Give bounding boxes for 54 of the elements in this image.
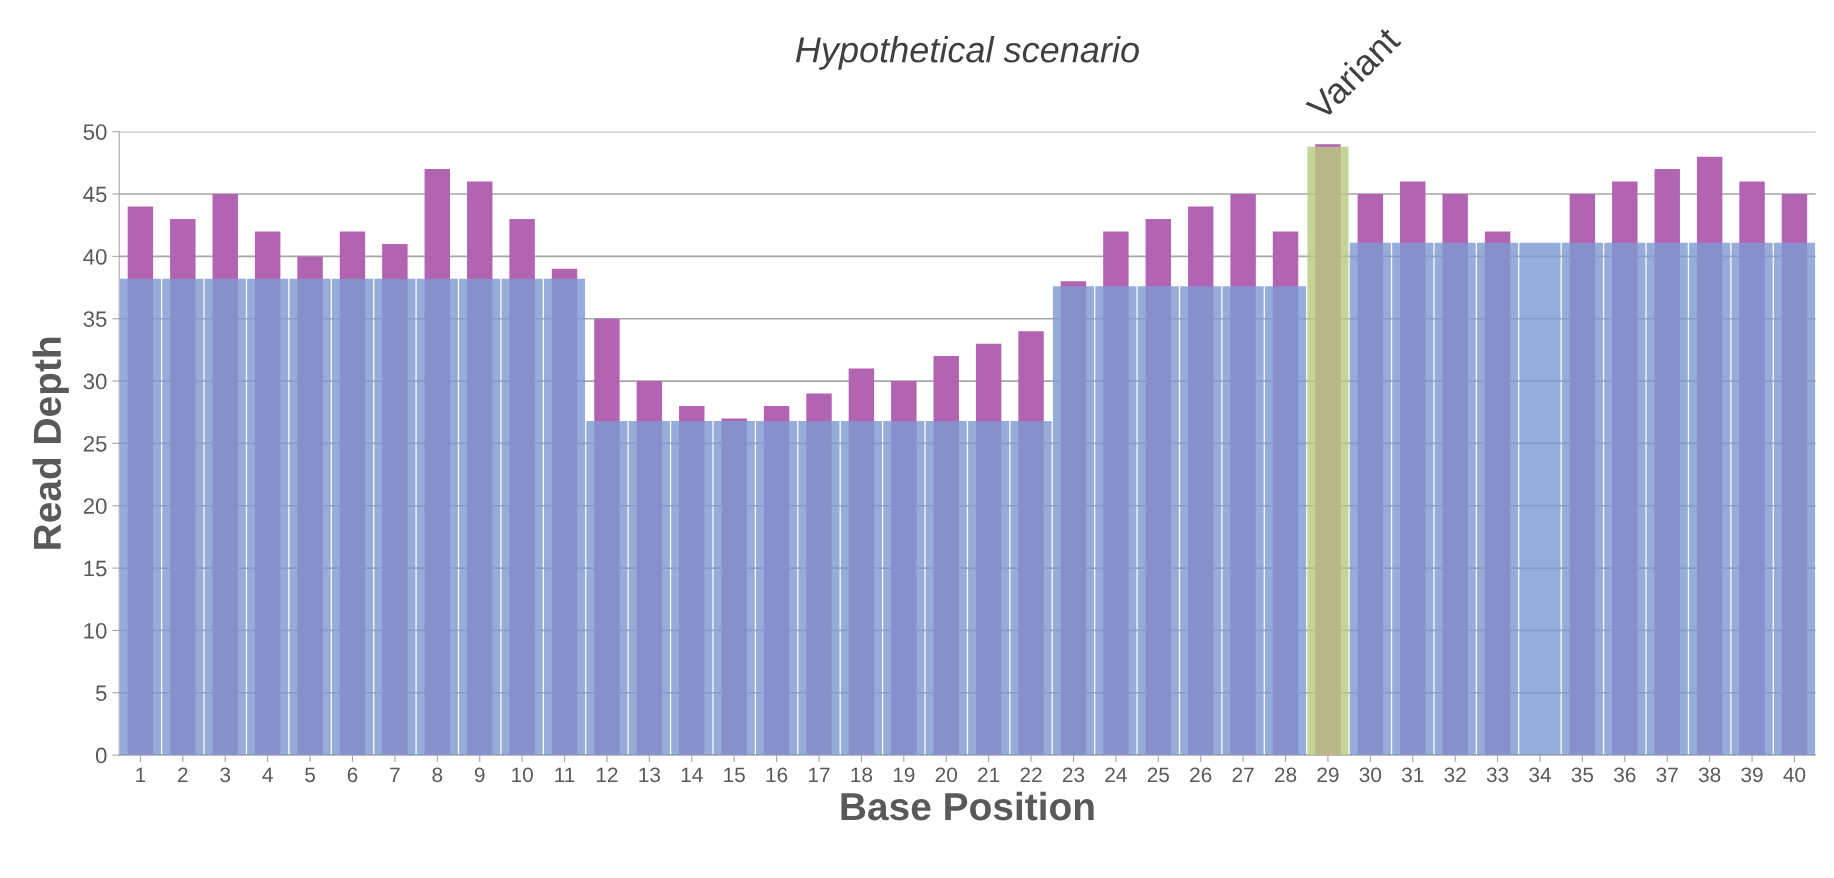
x-tick-label: 22 xyxy=(1020,767,1042,782)
x-tick-label: 8 xyxy=(432,767,443,783)
x-tick-label: 5 xyxy=(305,767,315,783)
x-tick-label: 14 xyxy=(681,767,703,782)
x-tick-label: 20 xyxy=(935,767,957,783)
x-tick-label: 36 xyxy=(1614,767,1636,783)
y-tick-label: 30 xyxy=(83,373,107,390)
x-tick-label: 6 xyxy=(347,767,358,783)
x-tick-label: 15 xyxy=(724,767,745,783)
x-tick-label: 35 xyxy=(1571,767,1594,783)
x-tick-label: 39 xyxy=(1741,767,1763,783)
y-tick-label: 0 xyxy=(95,747,107,764)
x-tick-label: 38 xyxy=(1698,767,1721,783)
x-tick-label: 19 xyxy=(893,767,915,783)
x-tick-label: 4 xyxy=(262,767,273,782)
x-tick-label: 24 xyxy=(1105,767,1127,782)
x-tick-label: 12 xyxy=(596,767,618,782)
x-tick-label: 23 xyxy=(1062,767,1085,783)
x-tick-label: 3 xyxy=(220,767,231,783)
y-tick-label: 50 xyxy=(83,124,107,140)
x-tick-label: 33 xyxy=(1486,767,1509,783)
x-tick-label: 29 xyxy=(1317,767,1339,783)
x-tick-label: 7 xyxy=(390,767,400,782)
y-axis-title: Read Depth xyxy=(32,337,69,549)
x-tick-label: 9 xyxy=(474,767,485,783)
x-tick-label: 28 xyxy=(1274,767,1297,783)
x-tick-label: 18 xyxy=(851,767,873,783)
x-tick-label: 16 xyxy=(766,767,788,783)
x-tick-label: 1 xyxy=(136,767,146,782)
y-tick-label: 15 xyxy=(84,560,107,577)
x-tick-label: 27 xyxy=(1232,767,1254,782)
y-tick-label: 40 xyxy=(83,248,107,265)
x-tick-label: 2 xyxy=(178,767,188,782)
y-tick-label: 35 xyxy=(83,311,107,327)
x-tick-label: 32 xyxy=(1444,767,1466,783)
chart-title: Hypothetical scenario xyxy=(795,36,1139,70)
x-tick-label: 11 xyxy=(555,767,575,782)
x-tick-label: 34 xyxy=(1529,767,1551,783)
y-tick-label: 10 xyxy=(84,622,107,639)
y-tick-label: 25 xyxy=(83,435,107,452)
x-tick-label: 10 xyxy=(512,767,533,783)
x-tick-label: 31 xyxy=(1401,767,1424,783)
x-tick-label: 21 xyxy=(978,767,1000,782)
x-tick-label: 25 xyxy=(1147,767,1169,783)
x-tick-label: 13 xyxy=(639,767,661,783)
y-tick-label: 45 xyxy=(83,186,107,203)
x-tick-label: 37 xyxy=(1656,767,1678,783)
y-tick-label: 5 xyxy=(95,685,107,702)
x-tick-label: 40 xyxy=(1783,767,1806,783)
x-axis-title: Base Position xyxy=(841,791,1094,821)
x-tick-label: 26 xyxy=(1190,767,1212,783)
x-tick-label: 30 xyxy=(1359,767,1382,783)
y-tick-label: 20 xyxy=(83,498,107,514)
x-tick-label: 17 xyxy=(809,767,830,782)
